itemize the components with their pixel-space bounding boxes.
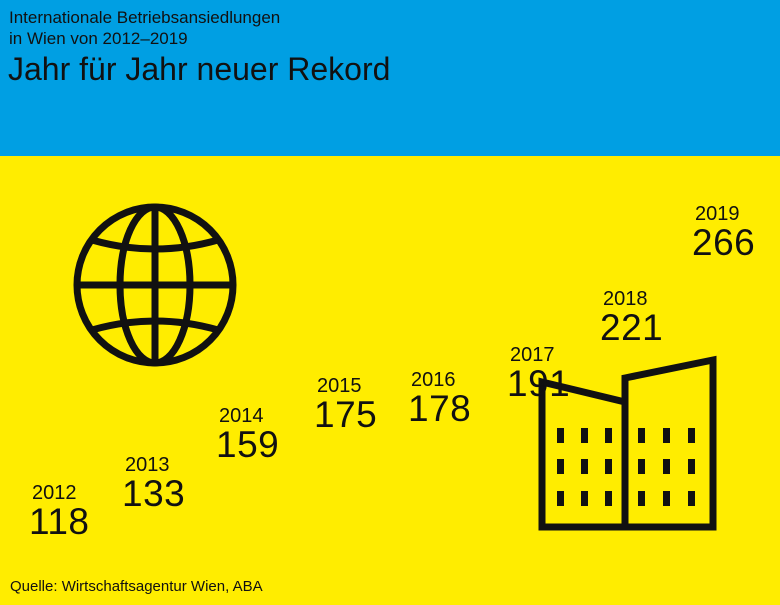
subtitle-line-1: Internationale Betriebsansiedlungen — [9, 8, 281, 27]
window-mark — [557, 428, 564, 443]
buildings-icon — [538, 355, 717, 531]
year-label-2015: 2015 — [317, 374, 362, 397]
window-mark — [605, 491, 612, 506]
value-label-2018: 221 — [600, 306, 664, 348]
value-label-2017: 191 — [507, 363, 571, 405]
year-label-2012: 2012 — [32, 482, 77, 504]
window-mark — [638, 491, 645, 506]
year-label-2019: 2019 — [695, 203, 740, 225]
window-mark — [688, 491, 695, 506]
value-label-2012: 118 — [29, 501, 90, 542]
year-label-2016: 2016 — [411, 368, 456, 391]
value-label-2015: 175 — [314, 393, 378, 435]
year-label-2017: 2017 — [510, 344, 555, 367]
value-label-2013: 133 — [122, 472, 186, 514]
year-label-2014: 2014 — [219, 404, 264, 427]
window-mark — [663, 428, 670, 443]
window-mark — [605, 459, 612, 474]
window-mark — [638, 459, 645, 474]
window-mark — [557, 459, 564, 474]
window-mark — [581, 459, 588, 474]
header-banner: Internationale Betriebsansiedlungen in W… — [0, 0, 780, 156]
value-label-2016: 178 — [408, 387, 472, 429]
subtitle: Internationale Betriebsansiedlungen in W… — [9, 7, 609, 49]
window-mark — [557, 491, 564, 506]
value-label-2019: 266 — [692, 222, 756, 263]
globe-icon — [73, 203, 237, 367]
window-mark — [688, 428, 695, 443]
subtitle-line-2: in Wien von 2012–2019 — [9, 29, 188, 48]
year-label-2018: 2018 — [603, 287, 648, 310]
window-mark — [581, 428, 588, 443]
window-mark — [605, 428, 612, 443]
source-note: Quelle: Wirtschaftsagentur Wien, ABA — [10, 578, 263, 595]
window-mark — [581, 491, 588, 506]
window-mark — [688, 459, 695, 474]
page-title: Jahr für Jahr neuer Rekord — [8, 51, 391, 87]
value-label-2014: 159 — [216, 423, 280, 465]
year-label-2013: 2013 — [125, 453, 170, 476]
window-mark — [663, 491, 670, 506]
window-mark — [663, 459, 670, 474]
window-mark — [638, 428, 645, 443]
